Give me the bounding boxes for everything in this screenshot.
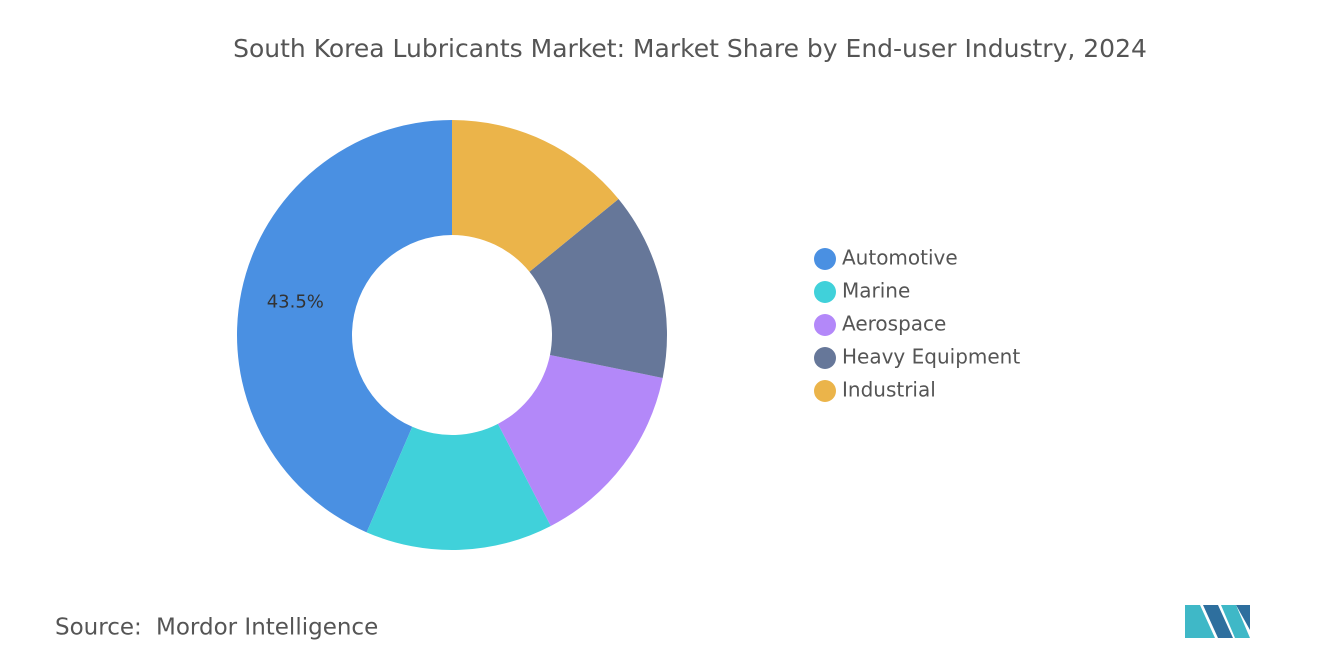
- legend-label: Automotive: [842, 246, 958, 270]
- legend-label: Aerospace: [842, 312, 946, 336]
- legend-marker: [814, 380, 836, 402]
- legend-label: Marine: [842, 279, 910, 303]
- legend-marker: [814, 248, 836, 270]
- legend-label: Heavy Equipment: [842, 345, 1020, 369]
- data-label: 43.5%: [267, 292, 324, 313]
- legend-marker: [814, 347, 836, 369]
- donut-segment: [236, 120, 452, 533]
- donut-segment: [529, 198, 667, 378]
- source-label: Source:: [55, 615, 142, 641]
- legend-label: Industrial: [842, 378, 936, 402]
- donut-segment: [366, 423, 551, 550]
- source-text: Mordor Intelligence: [156, 615, 378, 641]
- donut-segment: [497, 354, 663, 526]
- chart-title: South Korea Lubricants Market: Market Sh…: [233, 34, 1147, 63]
- legend-marker: [814, 281, 836, 303]
- donut-segment: [452, 120, 619, 272]
- legend-marker: [814, 314, 836, 336]
- logo: [1185, 605, 1250, 638]
